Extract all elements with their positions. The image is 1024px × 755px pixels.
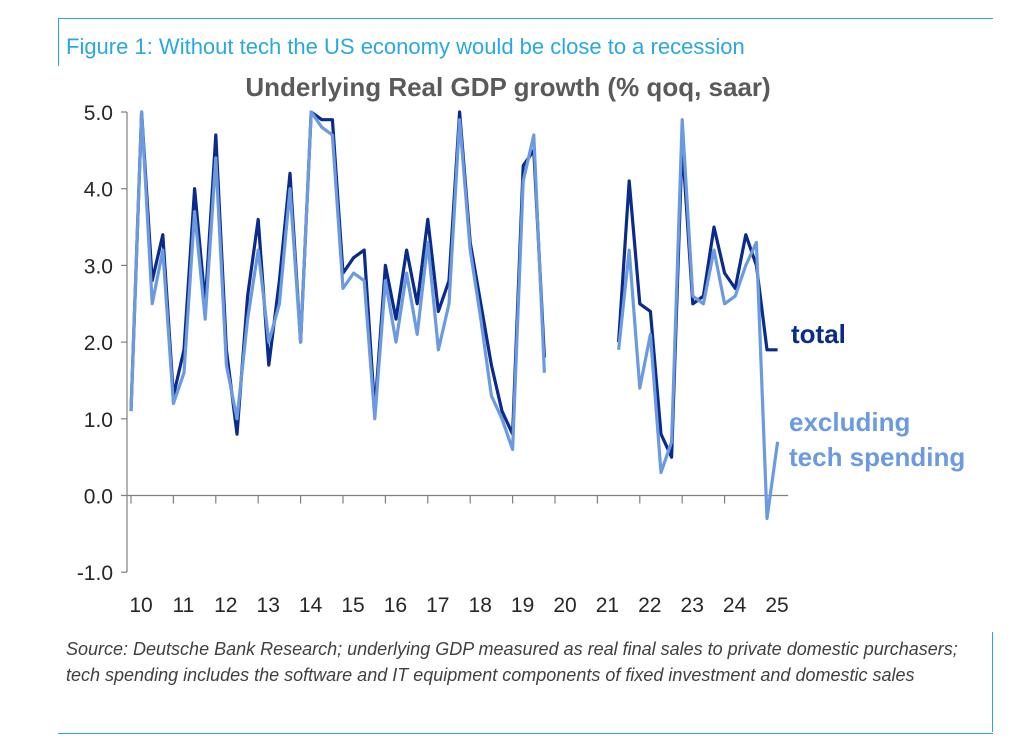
series-layer bbox=[129, 110, 780, 521]
chart-axes: 5.0 4.0 3.0 2.0 1.0 0.0 -1.0 10 11 12 13 14 15 16 17 18… bbox=[77, 102, 789, 617]
series-line-excluding-tech bbox=[129, 110, 546, 452]
series-line-excluding-tech bbox=[617, 118, 780, 521]
series-labels: total excluding tech spending bbox=[789, 319, 965, 472]
chart-title: Underlying Real GDP growth (% qoq, saar) bbox=[245, 72, 770, 102]
x-tick-label: 17 bbox=[426, 594, 449, 617]
x-tick-label: 13 bbox=[257, 594, 280, 617]
y-tick-label: 1.0 bbox=[84, 409, 113, 432]
x-tick-label: 23 bbox=[681, 594, 704, 617]
x-tick-label: 24 bbox=[723, 594, 747, 617]
x-tick-label: 18 bbox=[469, 594, 492, 617]
x-tick-label: 20 bbox=[553, 594, 576, 617]
y-tick-label: 0.0 bbox=[84, 486, 113, 509]
x-tick-label: 21 bbox=[596, 594, 619, 617]
y-tick-label: -1.0 bbox=[77, 562, 113, 585]
series-label-excluding-tech: tech spending bbox=[789, 442, 965, 472]
x-tick-label: 11 bbox=[172, 594, 194, 617]
frame-left-border bbox=[58, 18, 59, 66]
x-tick-label: 10 bbox=[129, 594, 152, 617]
series-label-total: total bbox=[791, 319, 846, 349]
series-label-excluding-tech: excluding bbox=[789, 407, 910, 437]
x-tick-label: 22 bbox=[638, 594, 661, 617]
x-tick-label: 19 bbox=[511, 594, 534, 617]
figure-title: Figure 1: Without tech the US economy wo… bbox=[66, 34, 745, 59]
x-tick-label: 15 bbox=[341, 594, 364, 617]
frame-right-border bbox=[992, 632, 993, 732]
y-tick-label: 3.0 bbox=[84, 255, 113, 278]
frame-bottom-border bbox=[58, 733, 993, 734]
x-tick-label: 25 bbox=[765, 594, 788, 617]
source-note: Source: Deutsche Bank Research; underlyi… bbox=[66, 639, 958, 685]
y-tick-label: 5.0 bbox=[84, 102, 113, 125]
frame-top-border bbox=[58, 18, 993, 19]
x-tick-label: 14 bbox=[299, 594, 323, 617]
series-line-total bbox=[129, 110, 546, 436]
y-tick-label: 4.0 bbox=[84, 179, 113, 202]
x-tick-label: 16 bbox=[384, 594, 407, 617]
x-tick-label: 12 bbox=[214, 594, 237, 617]
y-tick-label: 2.0 bbox=[84, 332, 113, 355]
